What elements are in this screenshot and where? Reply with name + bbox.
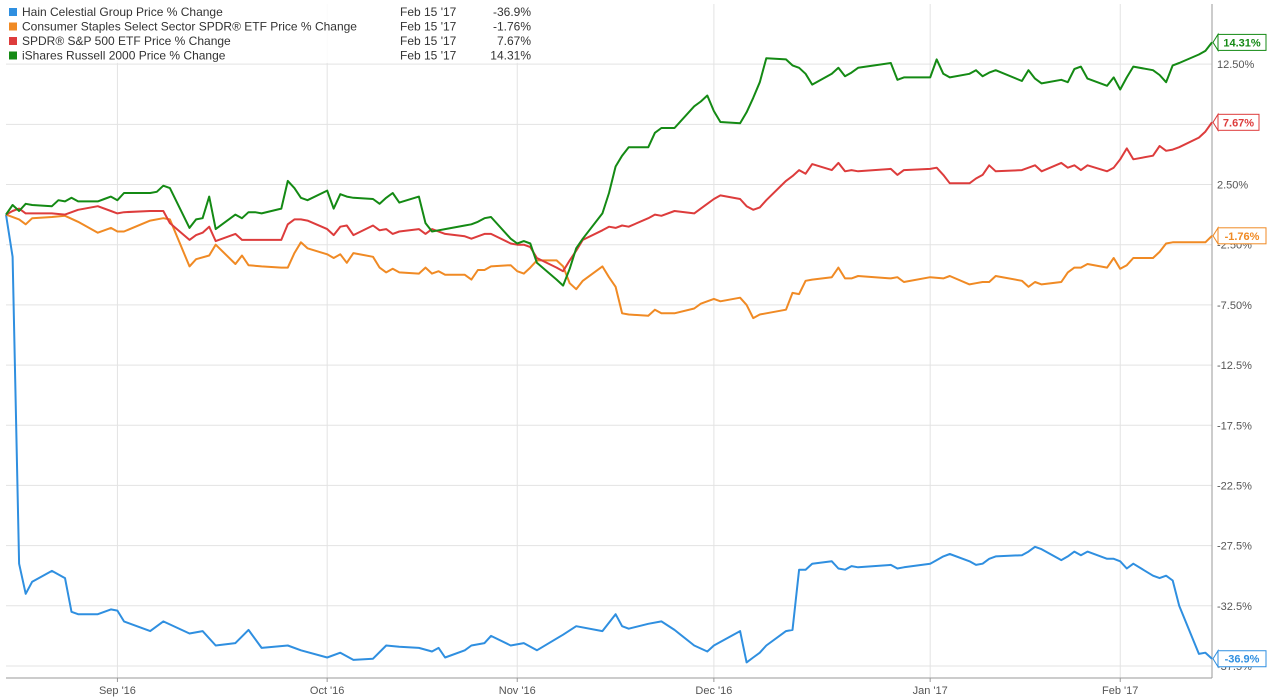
y-tick-label: 2.50% (1217, 180, 1248, 192)
legend-background (4, 3, 544, 63)
legend-series-name: iShares Russell 2000 Price % Change (22, 49, 226, 63)
callout-value: 14.31% (1223, 37, 1261, 49)
legend-date: Feb 15 '17 (400, 20, 457, 34)
y-tick-label: -17.5% (1217, 420, 1252, 432)
y-tick-label: -12.5% (1217, 360, 1252, 372)
x-tick-label: Oct '16 (310, 685, 345, 697)
callout-box (1217, 227, 1267, 245)
y-tick-label: -27.5% (1217, 541, 1252, 553)
series-line-0 (5, 214, 1213, 664)
legend-date: Feb 15 '17 (400, 34, 457, 48)
legend-date: Feb 15 '17 (400, 5, 457, 19)
legend-value: 14.31% (490, 49, 531, 63)
x-tick-label: Feb '17 (1102, 685, 1138, 697)
legend-value: -1.76% (493, 20, 531, 34)
series-line-1 (5, 213, 1213, 320)
legend-swatch (9, 51, 17, 60)
legend-date: Feb 15 '17 (400, 49, 457, 63)
legend-swatch (9, 8, 17, 16)
legend-swatch (9, 37, 17, 45)
callout-box (1217, 113, 1260, 131)
y-tick-label: -7.50% (1217, 300, 1252, 312)
legend-swatch (9, 22, 17, 31)
last-value-callout: 7.67% (1212, 112, 1260, 133)
callout-box (1217, 33, 1267, 51)
last-value-callout: -1.76% (1212, 226, 1267, 246)
legend-series-name: Consumer Staples Select Sector SPDR® ETF… (22, 20, 357, 34)
callout-value: -1.76% (1225, 231, 1260, 243)
last-value-callout: -36.9% (1212, 648, 1267, 669)
legend-value: -36.9% (493, 5, 531, 19)
x-tick-label: Dec '16 (695, 685, 732, 697)
legend-series-name: SPDR® S&P 500 ETF Price % Change (22, 34, 231, 48)
series-line-3 (5, 41, 1213, 287)
callout-value: -36.9% (1225, 654, 1260, 666)
callout-box (1217, 650, 1267, 668)
x-tick-label: Jan '17 (913, 685, 948, 697)
last-value-callouts: -36.9% -1.76% 7.67% 14.31% (1212, 32, 1267, 669)
series-line-2 (5, 121, 1213, 273)
last-value-callout: 14.31% (1212, 32, 1267, 53)
legend-series-name: Hain Celestial Group Price % Change (22, 5, 223, 19)
x-tick-label: Nov '16 (499, 685, 536, 697)
y-tick-label: 12.50% (1217, 59, 1255, 71)
callout-value: 7.67% (1223, 117, 1254, 129)
legend-value: 7.67% (497, 34, 531, 48)
legend: Hain Celestial Group Price % Change Feb 1… (4, 3, 544, 63)
y-tick-label: -22.5% (1217, 480, 1252, 492)
y-tick-label: -32.5% (1217, 601, 1252, 613)
x-tick-label: Sep '16 (99, 685, 136, 697)
grid (6, 4, 1212, 678)
series-lines (5, 41, 1213, 664)
